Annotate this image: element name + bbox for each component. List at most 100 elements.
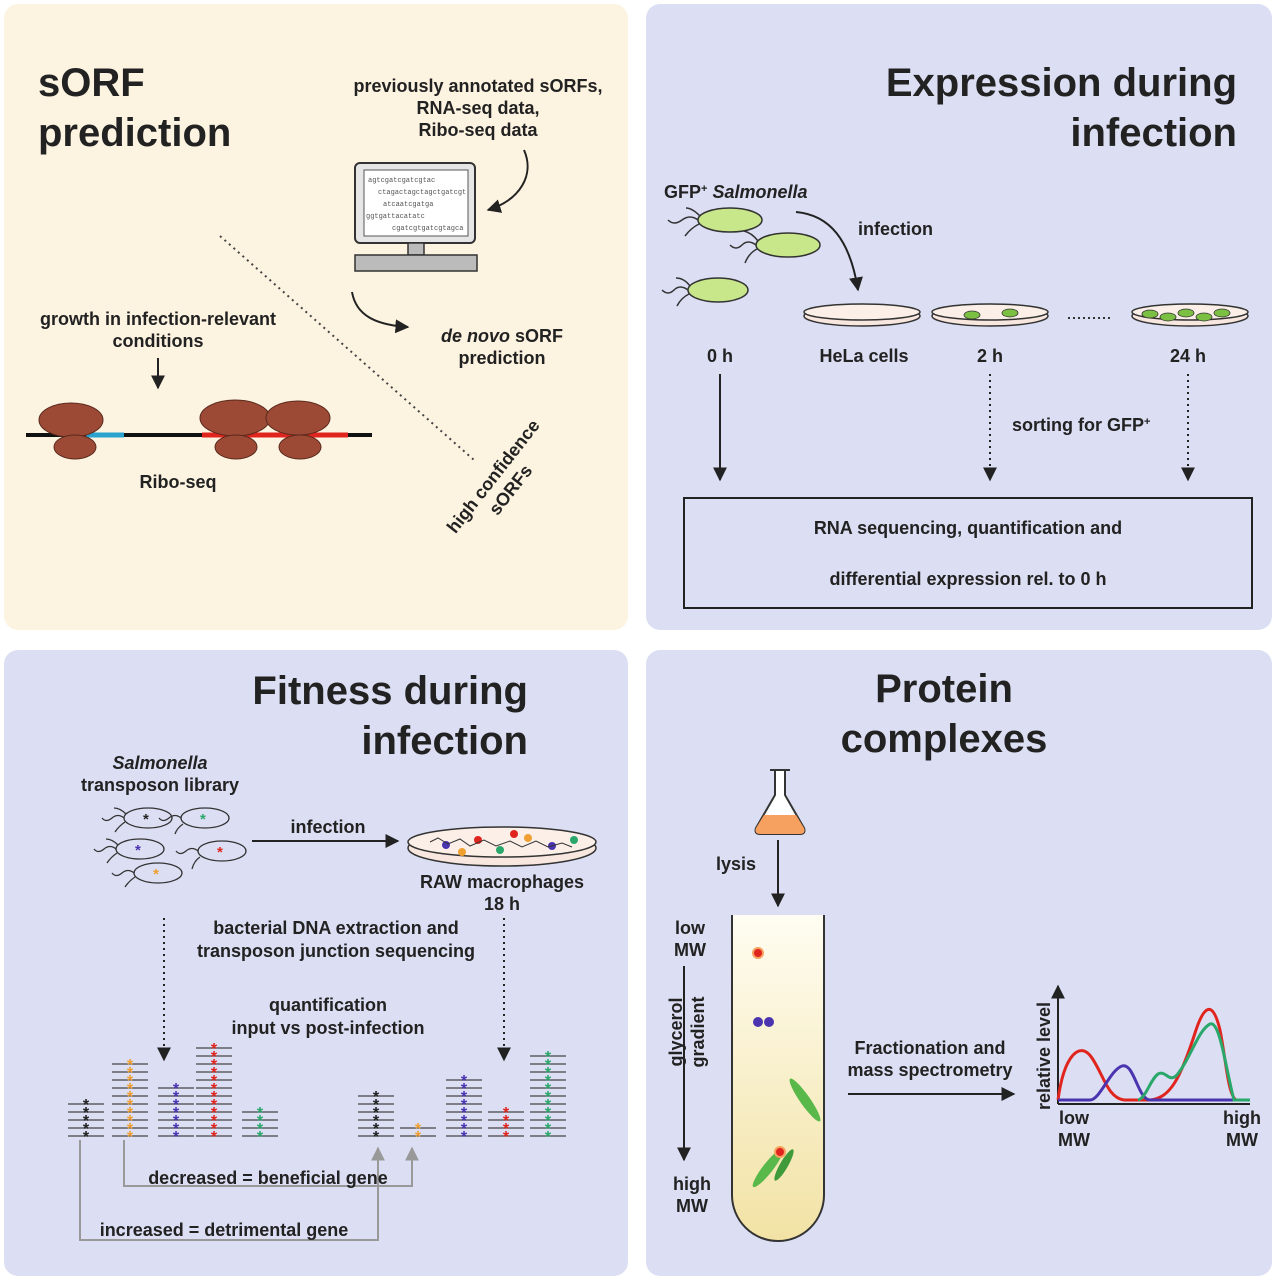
blue-curve <box>1058 1064 1250 1102</box>
transposon-star-mark: * <box>373 1105 380 1122</box>
dish-2h <box>931 303 1049 327</box>
panel2-title-line1: Expression during <box>886 61 1237 105</box>
transposon-star-mark: * <box>127 1057 134 1074</box>
svg-text:*: * <box>200 811 206 828</box>
code-line-2: ctagactagctagctgatcgt <box>378 189 466 197</box>
transposon-star-mark: * <box>83 1105 90 1122</box>
transposon-star-mark: * <box>545 1129 552 1146</box>
axis-low-2: MW <box>1058 1130 1090 1150</box>
transposon-star-mark: * <box>545 1057 552 1074</box>
panel3-title-line2: infection <box>361 719 528 763</box>
transposon-star-mark: * <box>83 1113 90 1130</box>
code-line-1: agtcgatcgatcgtac <box>368 177 435 185</box>
transposon-star-mark: * <box>83 1129 90 1146</box>
high-confidence-sorfs-label: high confidence sORFs <box>443 416 544 537</box>
panel3-title-line1: Fitness during <box>252 669 528 713</box>
library-line1: Salmonella <box>112 753 207 773</box>
transposon-star-mark: * <box>211 1041 218 1058</box>
transposon-star-mark: * <box>211 1049 218 1066</box>
expression-group: Expression during infection GFP+ Salmone… <box>661 61 1253 609</box>
transposon-star-mark: * <box>211 1121 218 1138</box>
transposon-star-mark: * <box>127 1065 134 1082</box>
transposon-star-mark: * <box>211 1057 218 1074</box>
inputs-arrow <box>486 149 529 213</box>
transposon-star-mark: * <box>373 1089 380 1106</box>
transposon-star-mark: * <box>211 1073 218 1090</box>
transposon-star-mark: * <box>373 1121 380 1138</box>
svg-text:*: * <box>217 844 223 861</box>
gradient-tube <box>731 915 825 1242</box>
transposon-star-mark: * <box>461 1073 468 1090</box>
hela-dish <box>803 303 921 327</box>
transposon-star-mark: * <box>83 1097 90 1114</box>
transposon-star-mark: * <box>257 1121 264 1138</box>
panel-fitness-during-infection <box>4 650 628 1276</box>
transposon-star-mark: * <box>503 1121 510 1138</box>
transposon-star-mark: * <box>545 1065 552 1082</box>
transposon-star-mark: * <box>211 1097 218 1114</box>
transposon-star-mark: * <box>545 1089 552 1106</box>
transposon-star-mark: * <box>173 1097 180 1114</box>
protein-complexes-group: Protein complexes lysis low MW glycerol … <box>666 667 1261 1242</box>
library-line2: transposon library <box>81 775 239 795</box>
transposon-star-mark: * <box>173 1105 180 1122</box>
red-curve-low <box>1056 1049 1250 1102</box>
svg-text:*: * <box>135 842 141 859</box>
transposon-star-mark: * <box>415 1129 422 1146</box>
panel2-title-line2: infection <box>1070 111 1237 155</box>
fitness-group: Fitness during infection Salmonella tran… <box>68 669 597 1241</box>
svg-text:*: * <box>143 811 149 828</box>
ribosome-mrna-illustration <box>26 399 372 460</box>
increased-label: increased = detrimental gene <box>100 1220 349 1240</box>
riboseq-label: Ribo-seq <box>139 472 216 492</box>
transposon-star-mark: * <box>545 1113 552 1130</box>
gfp-salmonella-label: GFP+ Salmonella <box>664 182 808 202</box>
read-count-stacks: ****************************************… <box>68 1041 566 1146</box>
relative-level-label: relative level <box>1034 1002 1054 1110</box>
transposon-star-mark: * <box>545 1081 552 1098</box>
transposon-star-mark: * <box>461 1121 468 1138</box>
transposon-star-mark: * <box>503 1113 510 1130</box>
hela-label: HeLa cells <box>819 346 908 366</box>
transposon-star-mark: * <box>211 1129 218 1146</box>
transposon-star-mark: * <box>545 1049 552 1066</box>
transposon-star-mark: * <box>127 1097 134 1114</box>
tube-low-mw-2: MW <box>674 940 706 960</box>
denovo-line1: de novo sORF <box>441 326 563 346</box>
transposon-star-mark: * <box>373 1097 380 1114</box>
infection-arrow <box>795 211 863 292</box>
axis-low-1: low <box>1059 1108 1090 1128</box>
panel1-title-line2: prediction <box>38 111 231 155</box>
transposon-star-mark: * <box>127 1073 134 1090</box>
sorting-label: sorting for GFP+ <box>1012 415 1150 435</box>
diagonal-divider <box>219 235 475 461</box>
sorf-prediction-group: sORF prediction previously annotated sOR… <box>26 61 603 537</box>
transposon-star-mark: * <box>373 1113 380 1130</box>
transposon-star-mark: * <box>173 1113 180 1130</box>
inputs-line3: Ribo-seq data <box>418 120 538 140</box>
increased-arrow <box>79 1140 385 1241</box>
time-2h: 2 h <box>977 346 1003 366</box>
gfp-bacteria-icons <box>661 207 821 307</box>
red-curve-high <box>1149 1007 1250 1102</box>
transposon-star-mark: * <box>211 1081 218 1098</box>
profile-plot: relative level low MW high MW <box>1034 984 1261 1150</box>
svg-text:*: * <box>153 866 159 883</box>
transposon-star-mark: * <box>127 1121 134 1138</box>
raw-line1: RAW macrophages <box>420 872 584 892</box>
transposon-star-mark: * <box>503 1129 510 1146</box>
transposon-star-mark: * <box>257 1129 264 1146</box>
raw-macrophage-dish <box>407 826 597 867</box>
svg-text:glycerol: glycerol <box>666 997 686 1066</box>
dna-line2: transposon junction sequencing <box>197 941 475 961</box>
code-line-5: cgatcgtgatcgtagca <box>392 225 463 233</box>
flask-icon <box>754 769 806 835</box>
transposon-star-mark: * <box>173 1121 180 1138</box>
decreased-label: decreased = beneficial gene <box>148 1168 388 1188</box>
denovo-line2: prediction <box>458 348 545 368</box>
green-curve <box>1137 1022 1250 1102</box>
svg-text:gradient: gradient <box>688 996 708 1067</box>
transposon-star-mark: * <box>503 1105 510 1122</box>
tube-low-mw-1: low <box>675 918 706 938</box>
